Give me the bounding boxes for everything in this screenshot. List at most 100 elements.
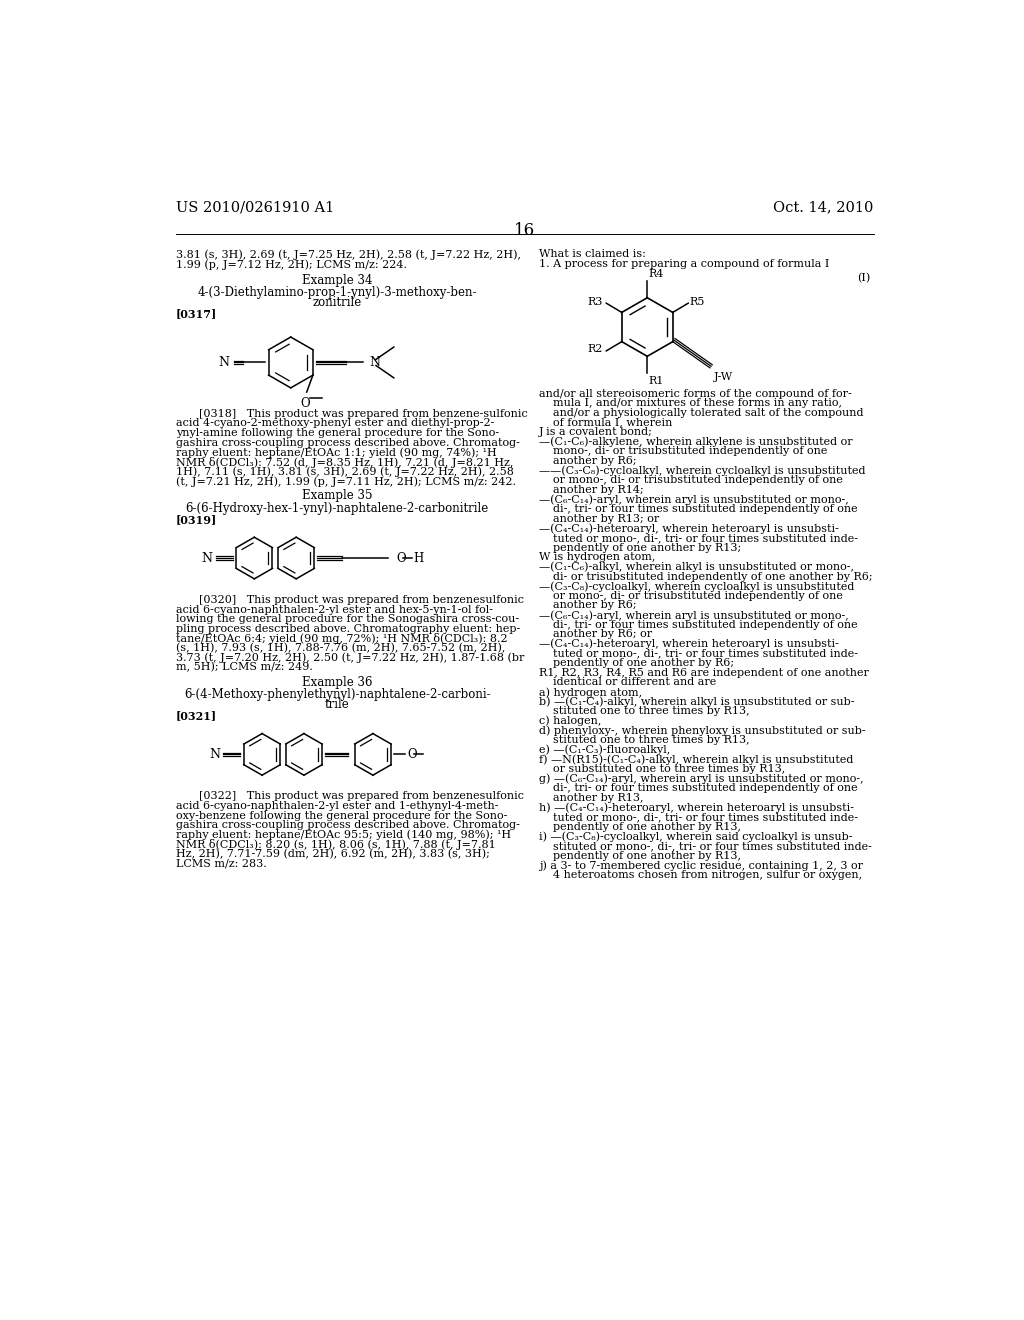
Text: tuted or mono-, di-, tri- or four times substituted inde-: tuted or mono-, di-, tri- or four times …: [553, 812, 858, 822]
Text: N: N: [369, 356, 380, 370]
Text: (t, J=7.21 Hz, 2H), 1.99 (p, J=7.11 Hz, 2H); LCMS m/z: 242.: (t, J=7.21 Hz, 2H), 1.99 (p, J=7.11 Hz, …: [176, 477, 516, 487]
Text: pendently of one another by R13;: pendently of one another by R13;: [553, 543, 741, 553]
Text: R4: R4: [649, 268, 665, 279]
Text: [0319]: [0319]: [176, 515, 217, 525]
Text: identical or different and are: identical or different and are: [553, 677, 716, 688]
Text: di- or trisubstituted independently of one another by R6;: di- or trisubstituted independently of o…: [553, 572, 872, 582]
Text: R5: R5: [690, 297, 706, 306]
Text: (s, 1H), 7.93 (s, 1H), 7.88-7.76 (m, 2H), 7.65-7.52 (m, 2H),: (s, 1H), 7.93 (s, 1H), 7.88-7.76 (m, 2H)…: [176, 643, 506, 653]
Text: US 2010/0261910 A1: US 2010/0261910 A1: [176, 201, 334, 215]
Text: ——(C₃-C₈)-cycloalkyl, wherein cycloalkyl is unsubstituted: ——(C₃-C₈)-cycloalkyl, wherein cycloalkyl…: [539, 466, 865, 477]
Text: [0322]   This product was prepared from benzenesulfonic: [0322] This product was prepared from be…: [200, 792, 524, 801]
Text: acid 6-cyano-naphthalen-2-yl ester and 1-ethynyl-4-meth-: acid 6-cyano-naphthalen-2-yl ester and 1…: [176, 801, 499, 810]
Text: 3.81 (s, 3H), 2.69 (t, J=7.25 Hz, 2H), 2.58 (t, J=7.22 Hz, 2H),: 3.81 (s, 3H), 2.69 (t, J=7.25 Hz, 2H), 2…: [176, 249, 521, 260]
Text: mula I, and/or mixtures of these forms in any ratio,: mula I, and/or mixtures of these forms i…: [553, 399, 842, 408]
Text: 4 heteroatoms chosen from nitrogen, sulfur or oxygen,: 4 heteroatoms chosen from nitrogen, sulf…: [553, 870, 862, 880]
Text: J is a covalent bond;: J is a covalent bond;: [539, 428, 652, 437]
Text: lowing the general procedure for the Sonogashira cross-cou-: lowing the general procedure for the Son…: [176, 614, 519, 624]
Text: (I): (I): [857, 273, 870, 284]
Text: Example 34: Example 34: [302, 275, 373, 286]
Text: or substituted one to three times by R13,: or substituted one to three times by R13…: [553, 764, 785, 774]
Text: O: O: [407, 748, 417, 760]
Text: or mono-, di- or trisubstituted independently of one: or mono-, di- or trisubstituted independ…: [553, 475, 843, 486]
Text: oxy-benzene following the general procedure for the Sono-: oxy-benzene following the general proced…: [176, 810, 508, 821]
Text: 1H), 7.11 (s, 1H), 3.81 (s, 3H), 2.69 (t, J=7.22 Hz, 2H), 2.58: 1H), 7.11 (s, 1H), 3.81 (s, 3H), 2.69 (t…: [176, 466, 514, 477]
Text: Oct. 14, 2010: Oct. 14, 2010: [773, 201, 873, 215]
Text: pendently of one another by R13,: pendently of one another by R13,: [553, 822, 740, 832]
Text: stituted one to three times by R13,: stituted one to three times by R13,: [553, 706, 750, 717]
Text: pendently of one another by R6;: pendently of one another by R6;: [553, 659, 734, 668]
Text: [0320]   This product was prepared from benzenesulfonic: [0320] This product was prepared from be…: [200, 595, 524, 605]
Text: another by R13; or: another by R13; or: [553, 513, 659, 524]
Text: di-, tri- or four times substituted independently of one: di-, tri- or four times substituted inde…: [553, 783, 857, 793]
Text: e) —(C₁-C₃)-fluoroalkyl,: e) —(C₁-C₃)-fluoroalkyl,: [539, 744, 670, 755]
Text: tuted or mono-, di-, tri- or four times substituted inde-: tuted or mono-, di-, tri- or four times …: [553, 533, 858, 543]
Text: f) —N(R15)-(C₁-C₄)-alkyl, wherein alkyl is unsubstituted: f) —N(R15)-(C₁-C₄)-alkyl, wherein alkyl …: [539, 755, 853, 766]
Text: stituted one to three times by R13,: stituted one to three times by R13,: [553, 735, 750, 744]
Text: N: N: [209, 748, 220, 760]
Text: [0321]: [0321]: [176, 710, 217, 722]
Text: 3.73 (t, J=7.20 Hz, 2H), 2.50 (t, J=7.22 Hz, 2H), 1.87-1.68 (br: 3.73 (t, J=7.20 Hz, 2H), 2.50 (t, J=7.22…: [176, 653, 524, 664]
Text: Example 35: Example 35: [302, 490, 373, 503]
Text: R1, R2, R3, R4, R5 and R6 are independent of one another: R1, R2, R3, R4, R5 and R6 are independen…: [539, 668, 868, 677]
Text: i) —(C₃-C₈)-cycloalkyl, wherein said cycloalkyl is unsub-: i) —(C₃-C₈)-cycloalkyl, wherein said cyc…: [539, 832, 852, 842]
Text: mono-, di- or trisubstituted independently of one: mono-, di- or trisubstituted independent…: [553, 446, 827, 457]
Text: b) —(C₁-C₄)-alkyl, wherein alkyl is unsubstituted or sub-: b) —(C₁-C₄)-alkyl, wherein alkyl is unsu…: [539, 697, 854, 708]
Text: and/or all stereoisomeric forms of the compound of for-: and/or all stereoisomeric forms of the c…: [539, 388, 852, 399]
Text: —(C₄-C₁₄)-heteroaryl, wherein heteroaryl is unsubsti-: —(C₄-C₁₄)-heteroaryl, wherein heteroaryl…: [539, 524, 839, 535]
Text: gashira cross-coupling process described above. Chromatog-: gashira cross-coupling process described…: [176, 820, 520, 830]
Text: stituted or mono-, di-, tri- or four times substituted inde-: stituted or mono-, di-, tri- or four tim…: [553, 841, 871, 851]
Text: raphy eluent: heptane/EtOAc 95:5; yield (140 mg, 98%); ¹H: raphy eluent: heptane/EtOAc 95:5; yield …: [176, 830, 511, 841]
Text: another by R14;: another by R14;: [553, 484, 643, 495]
Text: 6-(6-Hydroxy-hex-1-ynyl)-naphtalene-2-carbonitrile: 6-(6-Hydroxy-hex-1-ynyl)-naphtalene-2-ca…: [185, 502, 488, 515]
Text: —(C₆-C₁₄)-aryl, wherein aryl is unsubstituted or mono-,: —(C₆-C₁₄)-aryl, wherein aryl is unsubsti…: [539, 495, 849, 506]
Text: di-, tri- or four times substituted independently of one: di-, tri- or four times substituted inde…: [553, 504, 857, 513]
Text: —(C₁-C₆)-alkylene, wherein alkylene is unsubstituted or: —(C₁-C₆)-alkylene, wherein alkylene is u…: [539, 437, 852, 447]
Text: J-W: J-W: [714, 372, 733, 381]
Text: What is claimed is:: What is claimed is:: [539, 249, 645, 259]
Text: 16: 16: [514, 222, 536, 239]
Text: 6-(4-Methoxy-phenylethynyl)-naphtalene-2-carboni-: 6-(4-Methoxy-phenylethynyl)-naphtalene-2…: [184, 688, 490, 701]
Text: tane/EtOAc 6:4; yield (90 mg, 72%); ¹H NMR δ(CDCl₃): 8.2: tane/EtOAc 6:4; yield (90 mg, 72%); ¹H N…: [176, 634, 508, 644]
Text: [0317]: [0317]: [176, 309, 217, 319]
Text: trile: trile: [325, 698, 349, 711]
Text: 1.99 (p, J=7.12 Hz, 2H); LCMS m/z: 224.: 1.99 (p, J=7.12 Hz, 2H); LCMS m/z: 224.: [176, 259, 408, 269]
Text: —(C₁-C₆)-alkyl, wherein alkyl is unsubstituted or mono-,: —(C₁-C₆)-alkyl, wherein alkyl is unsubst…: [539, 562, 854, 573]
Text: tuted or mono-, di-, tri- or four times substituted inde-: tuted or mono-, di-, tri- or four times …: [553, 648, 858, 659]
Text: —(C₃-C₈)-cycloalkyl, wherein cycloalkyl is unsubstituted: —(C₃-C₈)-cycloalkyl, wherein cycloalkyl …: [539, 581, 854, 591]
Text: g) —(C₆-C₁₄)-aryl, wherein aryl is unsubstituted or mono-,: g) —(C₆-C₁₄)-aryl, wherein aryl is unsub…: [539, 774, 863, 784]
Text: of formula I, wherein: of formula I, wherein: [553, 417, 672, 428]
Text: acid 4-cyano-2-methoxy-phenyl ester and diethyl-prop-2-: acid 4-cyano-2-methoxy-phenyl ester and …: [176, 418, 495, 428]
Text: 4-(3-Diethylamino-prop-1-ynyl)-3-methoxy-ben-: 4-(3-Diethylamino-prop-1-ynyl)-3-methoxy…: [198, 286, 477, 300]
Text: or mono-, di- or trisubstituted independently of one: or mono-, di- or trisubstituted independ…: [553, 591, 843, 601]
Text: N: N: [202, 552, 212, 565]
Text: acid 6-cyano-naphthalen-2-yl ester and hex-5-yn-1-ol fol-: acid 6-cyano-naphthalen-2-yl ester and h…: [176, 605, 493, 615]
Text: pling process described above. Chromatography eluent: hep-: pling process described above. Chromatog…: [176, 624, 520, 634]
Text: R1: R1: [649, 376, 665, 385]
Text: another by R6;: another by R6;: [553, 455, 636, 466]
Text: a) hydrogen atom,: a) hydrogen atom,: [539, 686, 642, 697]
Text: O: O: [300, 397, 310, 409]
Text: c) halogen,: c) halogen,: [539, 715, 601, 726]
Text: m, 5H); LCMS m/z: 249.: m, 5H); LCMS m/z: 249.: [176, 663, 313, 673]
Text: —(C₄-C₁₄)-heteroaryl, wherein heteroaryl is unsubsti-: —(C₄-C₁₄)-heteroaryl, wherein heteroaryl…: [539, 639, 839, 649]
Text: another by R6; or: another by R6; or: [553, 630, 652, 639]
Text: R3: R3: [588, 297, 603, 308]
Text: —(C₆-C₁₄)-aryl, wherein aryl is unsubstituted or mono-,: —(C₆-C₁₄)-aryl, wherein aryl is unsubsti…: [539, 610, 849, 620]
Text: 1. A process for preparing a compound of formula I: 1. A process for preparing a compound of…: [539, 259, 829, 269]
Text: O: O: [396, 552, 406, 565]
Text: raphy eluent: heptane/EtOAc 1:1; yield (90 mg, 74%); ¹H: raphy eluent: heptane/EtOAc 1:1; yield (…: [176, 447, 497, 458]
Text: gashira cross-coupling process described above. Chromatog-: gashira cross-coupling process described…: [176, 437, 520, 447]
Text: ynyl-amine following the general procedure for the Sono-: ynyl-amine following the general procedu…: [176, 428, 499, 438]
Text: R2: R2: [588, 345, 603, 354]
Text: NMR δ(CDCl₃): 8.20 (s, 1H), 8.06 (s, 1H), 7.88 (t, J=7.81: NMR δ(CDCl₃): 8.20 (s, 1H), 8.06 (s, 1H)…: [176, 840, 496, 850]
Text: N: N: [218, 356, 229, 370]
Text: pendently of one another by R13,: pendently of one another by R13,: [553, 850, 740, 861]
Text: h) —(C₄-C₁₄)-heteroaryl, wherein heteroaryl is unsubsti-: h) —(C₄-C₁₄)-heteroaryl, wherein heteroa…: [539, 803, 854, 813]
Text: another by R6;: another by R6;: [553, 601, 636, 610]
Text: Example 36: Example 36: [302, 676, 373, 689]
Text: zonitrile: zonitrile: [312, 296, 361, 309]
Text: Hz, 2H), 7.71-7.59 (dm, 2H), 6.92 (m, 2H), 3.83 (s, 3H);: Hz, 2H), 7.71-7.59 (dm, 2H), 6.92 (m, 2H…: [176, 849, 489, 859]
Text: NMR δ(CDCl₃): 7.52 (d, J=8.35 Hz, 1H), 7.21 (d, J=8.21 Hz,: NMR δ(CDCl₃): 7.52 (d, J=8.35 Hz, 1H), 7…: [176, 457, 513, 467]
Text: H: H: [414, 552, 424, 565]
